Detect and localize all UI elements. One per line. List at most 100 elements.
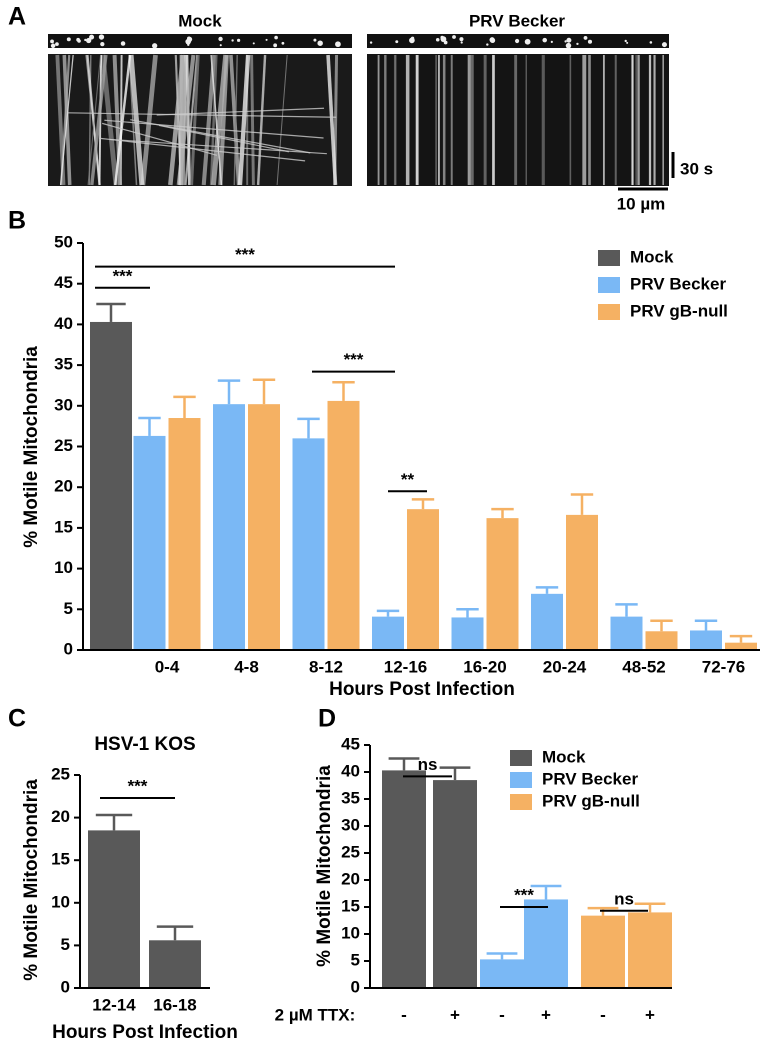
error-bar — [411, 498, 435, 510]
error-bar — [439, 766, 471, 781]
x-tick-label: - — [600, 1005, 606, 1024]
kymo-dot — [50, 39, 54, 44]
kymo-dot — [435, 37, 440, 42]
y-tick-label: 40 — [341, 761, 360, 780]
kymo-dot — [564, 40, 567, 43]
significance-label: *** — [344, 350, 364, 369]
error-bar — [729, 634, 753, 643]
legend-swatch — [510, 772, 532, 788]
y-tick-label: 10 — [54, 558, 73, 577]
bar — [433, 780, 477, 988]
significance-label: ** — [401, 470, 415, 489]
x-tick-label: + — [645, 1005, 655, 1024]
error-bar — [615, 603, 638, 617]
panel-letter: C — [8, 705, 26, 733]
kymo-dot — [273, 43, 278, 48]
legend-label: PRV gB-null — [542, 791, 640, 810]
bar — [292, 438, 325, 650]
kymo-line — [256, 54, 267, 186]
panel-letter: D — [318, 705, 336, 733]
error-bar — [491, 507, 514, 519]
kymo-line — [276, 54, 288, 186]
x-axis-label: Hours Post Infection — [329, 679, 515, 700]
significance-label: *** — [128, 776, 148, 795]
bar — [90, 321, 132, 650]
legend-swatch — [510, 794, 532, 810]
kymo-dot — [486, 43, 489, 46]
y-tick-label: 30 — [341, 815, 360, 834]
kymo-line — [90, 54, 108, 186]
legend-swatch — [510, 750, 532, 766]
kymo-dot — [459, 37, 464, 42]
significance-label: *** — [113, 266, 133, 285]
kymo-dot — [237, 38, 241, 42]
kymo-dot — [265, 38, 268, 41]
legend-swatch — [598, 250, 620, 266]
error-bar — [694, 619, 718, 631]
y-tick-label: 15 — [51, 850, 70, 869]
bar — [133, 435, 166, 650]
error-bar — [650, 619, 673, 632]
y-tick-label: 25 — [341, 842, 360, 861]
y-tick-label: 35 — [54, 355, 73, 374]
kymo-dot — [89, 34, 95, 40]
kymo-line — [67, 112, 337, 118]
kymo-dot — [218, 36, 223, 42]
kymo-line — [179, 54, 186, 186]
kymo-line — [87, 54, 102, 186]
x-tick-label: - — [499, 1005, 505, 1024]
x-tick-label: 48-52 — [622, 657, 665, 676]
time-scale: 30 s — [680, 159, 713, 178]
kymo-dot — [542, 37, 547, 43]
kymo-dot — [587, 39, 593, 44]
kymo-dot — [84, 38, 87, 42]
kymo-dot — [583, 36, 588, 40]
kymograph-label: PRV Becker — [469, 11, 565, 30]
kymograph — [367, 54, 669, 186]
chart-title: HSV-1 KOS — [94, 734, 195, 755]
y-tick-label: 5 — [351, 950, 360, 969]
bar — [248, 404, 280, 650]
kymo-line — [326, 54, 338, 186]
bar — [486, 518, 519, 650]
kymo-dot — [219, 44, 222, 47]
error-bar — [297, 417, 320, 439]
bar — [725, 642, 757, 650]
kymo-line — [140, 54, 158, 186]
y-tick-label: 10 — [51, 892, 70, 911]
kymo-line — [99, 137, 306, 162]
kymo-dot — [566, 37, 572, 43]
error-bar — [587, 906, 619, 916]
kymo-dot — [77, 39, 81, 43]
error-bar — [456, 608, 479, 618]
kymo-dot — [274, 35, 278, 40]
x-tick-label: 12-16 — [384, 657, 427, 676]
kymo-line — [237, 54, 251, 186]
kymo-dot — [369, 41, 373, 44]
x-axis-label: Hours Post Infection — [52, 1022, 238, 1043]
kymo-line — [104, 119, 324, 139]
y-tick-label: 0 — [351, 977, 360, 996]
error-bar — [535, 586, 559, 594]
bar — [451, 617, 484, 650]
kymo-dot — [410, 36, 415, 40]
kymo-dot — [440, 36, 447, 43]
kymo-line — [88, 54, 92, 186]
y-tick-label: 0 — [61, 977, 70, 996]
kymo-dot — [50, 43, 56, 49]
kymo-dot — [550, 40, 553, 43]
kymo-dot — [661, 42, 667, 48]
bar — [690, 630, 722, 650]
kymo-dot — [66, 37, 71, 42]
bar — [531, 593, 563, 650]
y-tick-label: 45 — [54, 273, 73, 292]
legend-label: PRV Becker — [542, 769, 638, 788]
bar — [168, 418, 201, 650]
bar — [407, 509, 439, 650]
panel-letter: B — [8, 207, 26, 235]
kymo-dot — [98, 34, 105, 40]
kymo-line — [114, 54, 132, 186]
kymo-dot — [624, 39, 627, 43]
error-bar — [530, 884, 562, 900]
length-scale: 10 µm — [617, 194, 666, 213]
